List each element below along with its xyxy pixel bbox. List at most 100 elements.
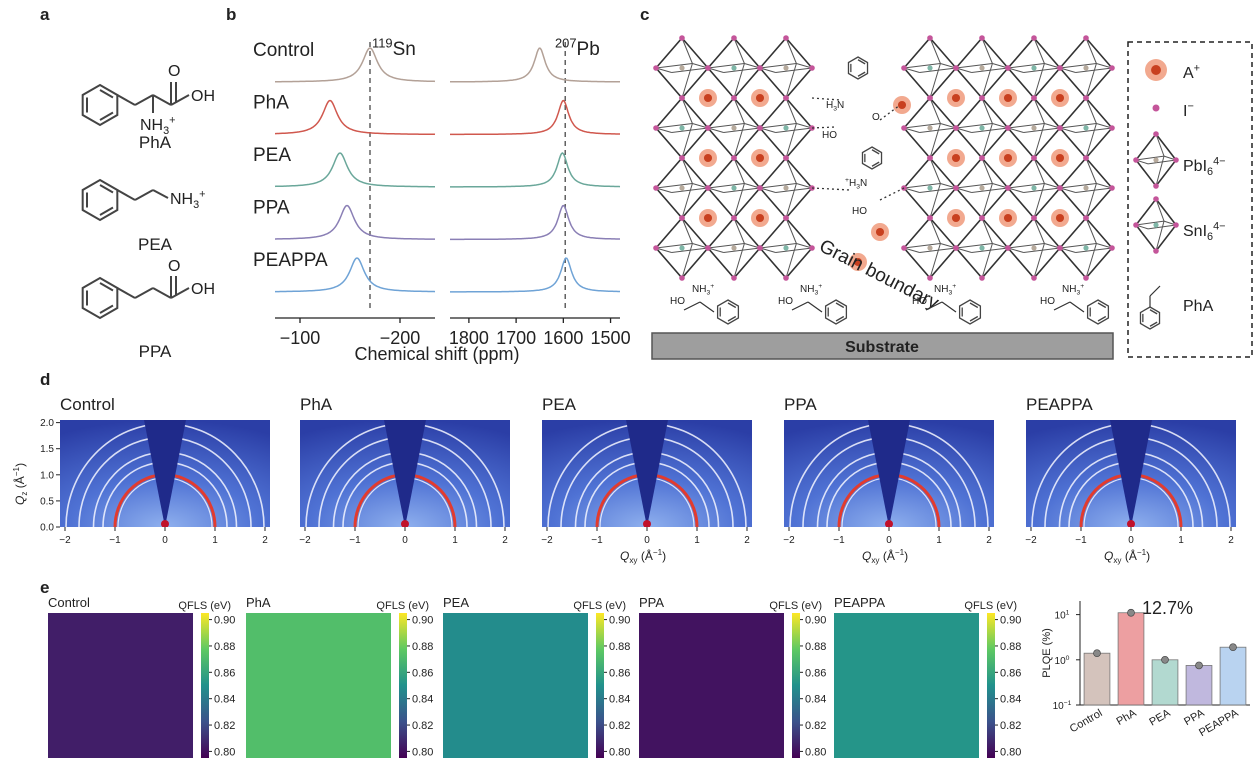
iodide [1057, 185, 1063, 191]
bond [153, 95, 171, 105]
cation-core [898, 101, 906, 109]
x-axis-label-part: Q [620, 549, 629, 563]
ligand-atom-part: 3 [948, 290, 952, 297]
legend-label: SnI64− [1183, 221, 1225, 243]
octahedron-edge [760, 244, 796, 249]
beam-stop [161, 520, 169, 528]
panel-label: a [40, 5, 50, 24]
x-axis-label-part: −1 [895, 548, 905, 557]
iodide [1031, 35, 1037, 41]
iodide [1031, 215, 1037, 221]
ligand-atom-part: 3 [706, 290, 710, 297]
bond [135, 190, 153, 200]
atom-label-part: NH [170, 191, 193, 208]
qfls-map [639, 613, 784, 758]
y-tick-label: 1.5 [40, 444, 54, 455]
metal-atom [679, 245, 684, 250]
colorbar-tick-label: 0.82 [805, 720, 826, 732]
x-tick-label: 2 [744, 535, 750, 546]
legend-label-part: 4− [1213, 156, 1225, 168]
substrate-label: Substrate [845, 339, 919, 356]
iodide [1031, 275, 1037, 281]
metal-atom [979, 185, 984, 190]
iodide [757, 65, 763, 71]
molecule-name: PhA [139, 133, 172, 152]
nucleus-label-part: Sn [393, 39, 416, 60]
octahedron-edge [1034, 38, 1044, 64]
metal-atom [979, 65, 984, 70]
beam-stop [1127, 520, 1135, 528]
y-tick-label: 1.0 [40, 470, 54, 481]
x-tick-label: 1 [452, 535, 458, 546]
x-tick-label: −2 [541, 535, 553, 546]
beam-stop [885, 520, 893, 528]
colorbar-tick-label: 0.82 [609, 720, 630, 732]
iodide [953, 245, 959, 251]
octahedron-edge [1086, 158, 1096, 184]
y-tick-label: 100 [1055, 655, 1070, 667]
ligand-atom-part: + [1080, 283, 1084, 290]
annotation: 12.7% [1142, 598, 1193, 618]
qfls-map [443, 613, 588, 758]
iodide [979, 275, 985, 281]
bond [135, 95, 153, 105]
y-tick-label-part: −1 [1064, 700, 1072, 707]
iodide [783, 275, 789, 281]
colorbar-label: QFLS (eV) [769, 600, 822, 612]
octahedron-edge [1060, 184, 1096, 189]
iodide [653, 125, 659, 131]
sample-label: PEA [443, 595, 469, 610]
iodide [901, 125, 907, 131]
octahedron-edge [760, 124, 796, 129]
y-tick-label-part: 0 [1066, 655, 1070, 662]
sample-label: PEA [542, 395, 577, 414]
bond [171, 288, 189, 298]
mean-marker [1094, 650, 1101, 657]
octahedron-edge [1086, 38, 1096, 64]
atom-label-part: NH [140, 117, 163, 134]
octahedron-edge [1136, 156, 1164, 160]
colorbar-tick-label: 0.84 [412, 694, 433, 706]
octahedron-edge [904, 64, 940, 69]
iodide [1133, 157, 1139, 163]
metal-atom [783, 65, 788, 70]
sample-label: PhA [300, 395, 333, 414]
metal-atom [979, 245, 984, 250]
iodide [1083, 95, 1089, 101]
ligand-atom-part: + [710, 283, 714, 290]
x-tick-label: PEA [1147, 707, 1173, 729]
iodide [783, 155, 789, 161]
iodide [705, 65, 711, 71]
mean-marker [1196, 662, 1203, 669]
cation-core [704, 94, 712, 102]
x-tick-label: 2 [262, 535, 268, 546]
iodide [731, 35, 737, 41]
iodide [927, 155, 933, 161]
iodide [1109, 245, 1115, 251]
y-axis-label: PLQE (%) [1041, 628, 1053, 678]
hydrogen-bond [812, 127, 835, 128]
ligand-atom-part: + [952, 283, 956, 290]
metal-atom [783, 185, 788, 190]
panel-label: c [640, 5, 649, 24]
cation-core [952, 94, 960, 102]
cation-core [952, 154, 960, 162]
bar [1220, 647, 1246, 705]
octahedron-edge [956, 124, 992, 129]
ligand-atom-part: NH [934, 284, 948, 295]
octahedron-edge [904, 184, 940, 189]
y-axis-label-part: −1 [12, 466, 21, 476]
octahedron-edge [1156, 199, 1164, 221]
colorbar-tick-label: 0.88 [412, 641, 433, 653]
ligand-atom-part: N [837, 100, 844, 111]
beam-stop [643, 520, 651, 528]
sample-label: Control [48, 595, 90, 610]
sample-label: PhA [253, 93, 289, 114]
nucleus-label-part: 207 [555, 35, 577, 50]
octahedron-edge [930, 218, 940, 244]
hydrogen-bond [880, 188, 904, 200]
bar [1084, 653, 1110, 705]
octahedron-edge [1008, 244, 1044, 249]
metal-atom [1031, 65, 1036, 70]
iodide [1083, 275, 1089, 281]
